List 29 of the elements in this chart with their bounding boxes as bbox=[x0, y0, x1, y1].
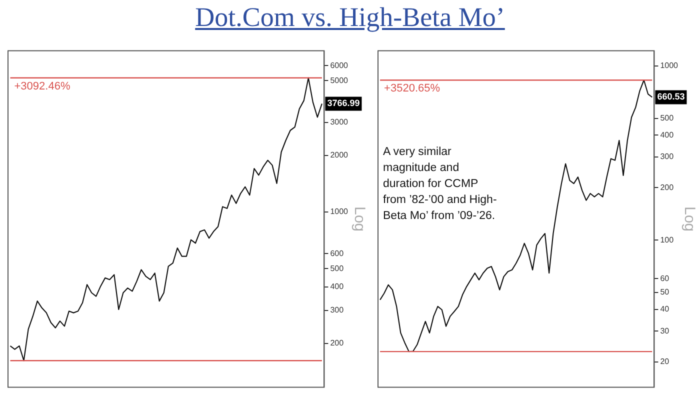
y-tick-label: 600 bbox=[330, 248, 344, 258]
y-tick-label: 100 bbox=[660, 235, 674, 244]
y-tick-label: 400 bbox=[330, 282, 344, 292]
y-tick-label: 1000 bbox=[660, 61, 679, 70]
annotation: 660.53 bbox=[657, 92, 685, 102]
annotation: 3766.99 bbox=[327, 98, 360, 108]
chart-title: Dot.Com vs. High-Beta Mo’ bbox=[194, 2, 506, 33]
y-tick-label: 300 bbox=[330, 306, 344, 315]
y-tick-label: 50 bbox=[660, 288, 670, 297]
y-tick-label: 40 bbox=[660, 304, 670, 314]
y-tick-label: 500 bbox=[660, 113, 674, 122]
y-tick-label: 5000 bbox=[330, 76, 349, 85]
y-tick-label: 6000 bbox=[330, 60, 349, 70]
y-tick-label: 500 bbox=[330, 264, 344, 273]
y-tick-label: 20 bbox=[660, 357, 670, 366]
annotation: +3092.46% bbox=[14, 80, 70, 92]
y-tick-label: 200 bbox=[660, 182, 674, 192]
y-tick-label: 30 bbox=[660, 326, 670, 336]
y-tick-label: 300 bbox=[660, 152, 674, 162]
y-axis-title: Log bbox=[350, 206, 368, 232]
y-tick-label: 200 bbox=[330, 338, 344, 348]
y-tick-label: 3000 bbox=[330, 117, 349, 126]
annotation: A very similar magnitude and duration for CCMP from ’82-’00 and High-Beta Mo’ from ’09-’26. bbox=[383, 145, 498, 224]
y-axis-title: Log bbox=[680, 206, 698, 232]
annotation: +3520.65% bbox=[384, 82, 440, 95]
y-tick-label: 2000 bbox=[330, 150, 349, 160]
y-tick-label: 1000 bbox=[330, 207, 349, 216]
y-tick-label: 400 bbox=[660, 130, 674, 140]
y-tick-label: 60 bbox=[660, 274, 670, 283]
